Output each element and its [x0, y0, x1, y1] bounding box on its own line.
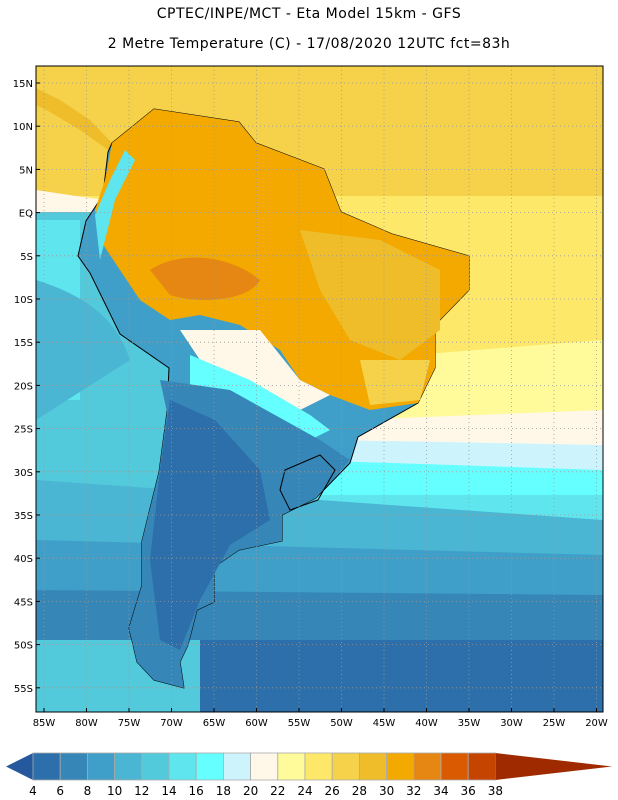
colorbar-label: 6: [56, 784, 64, 798]
lat-tick-label: 35S: [14, 511, 33, 522]
lat-tick-label: 10N: [13, 122, 33, 133]
colorbar-label: 16: [189, 784, 204, 798]
colorbar-label: 24: [297, 784, 312, 798]
lon-tick-label: 20W: [585, 718, 608, 729]
lat-tick-label: 40S: [14, 554, 33, 565]
colorbar-high-arrow: [495, 753, 612, 780]
colorbar-box: [413, 752, 442, 781]
lon-tick-label: 70W: [160, 718, 183, 729]
lon-tick-label: 50W: [330, 718, 353, 729]
colorbar-low-arrow: [6, 753, 33, 780]
colorbar-label: 28: [352, 784, 367, 798]
lon-tick-label: 35W: [458, 718, 481, 729]
colorbar-box: [32, 752, 61, 781]
lat-tick-label: 15N: [13, 79, 33, 90]
lon-tick-label: 65W: [203, 718, 226, 729]
colorbar-label: 38: [488, 784, 503, 798]
lat-tick-label: 25S: [14, 425, 33, 436]
colorbar-box: [467, 752, 496, 781]
lon-tick-label: 80W: [75, 718, 98, 729]
colorbar-box: [59, 752, 88, 781]
lon-tick-label: 40W: [415, 718, 438, 729]
temperature-field: [36, 66, 603, 712]
title-line-2: 2 Metre Temperature (C) - 17/08/2020 12U…: [107, 36, 511, 52]
colorbar-box: [87, 752, 116, 781]
colorbar-box: [358, 752, 387, 781]
colorbar-box: [304, 752, 333, 781]
lat-tick-label: 5S: [20, 252, 33, 263]
title-line-1: CPTEC/INPE/MCT - Eta Model 15km - GFS: [156, 6, 462, 22]
colorbar-box: [331, 752, 360, 781]
colorbar: 4 6 8 10 12 14 16 18 20 22 24 26 28 30 32 34 36 38: [6, 752, 612, 798]
map-frame: [35, 65, 604, 713]
colorbar-box: [222, 752, 251, 781]
colorbar-label: 36: [461, 784, 476, 798]
lon-tick-label: 75W: [118, 718, 141, 729]
lat-tick-label: 55S: [14, 684, 33, 695]
lon-tick-label: 55W: [288, 718, 311, 729]
colorbar-label: 30: [379, 784, 394, 798]
colorbar-box: [114, 752, 143, 781]
colorbar-label: 20: [243, 784, 258, 798]
lon-tick-label: 30W: [500, 718, 523, 729]
colorbar-label: 18: [216, 784, 231, 798]
lat-tick-label: 50S: [14, 641, 33, 652]
lat-tick-label: 45S: [14, 597, 33, 608]
lat-tick-label: EQ: [19, 209, 33, 220]
colorbar-label: 10: [107, 784, 122, 798]
lat-tick-label: 15S: [14, 338, 33, 349]
colorbar-box: [195, 752, 224, 781]
lon-tick-label: 45W: [373, 718, 396, 729]
colorbar-box: [141, 752, 170, 781]
lon-tick-label: 60W: [245, 718, 268, 729]
lat-tick-label: 30S: [14, 468, 33, 479]
colorbar-box: [440, 752, 469, 781]
colorbar-label: 34: [433, 784, 448, 798]
colorbar-label: 8: [84, 784, 92, 798]
colorbar-box: [277, 752, 306, 781]
colorbar-box: [250, 752, 279, 781]
colorbar-label: 32: [406, 784, 421, 798]
lon-tick-label: 25W: [543, 718, 566, 729]
colorbar-box: [168, 752, 197, 781]
colorbar-box: [386, 752, 415, 781]
lat-tick-label: 5N: [19, 165, 33, 176]
lat-tick-label: 20S: [14, 381, 33, 392]
colorbar-label: 22: [270, 784, 285, 798]
colorbar-label: 26: [325, 784, 340, 798]
colorbar-label: 12: [134, 784, 149, 798]
lat-tick-label: 10S: [14, 295, 33, 306]
lon-tick-label: 85W: [33, 718, 56, 729]
colorbar-label: 4: [29, 784, 37, 798]
lat-lon-grid: [36, 66, 603, 712]
colorbar-label: 14: [161, 784, 176, 798]
